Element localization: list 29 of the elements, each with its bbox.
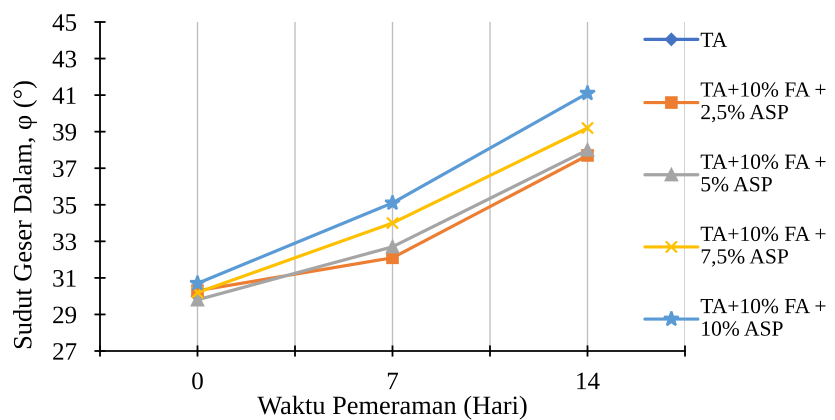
point [579, 84, 596, 101]
y-tick-label: 41 [52, 87, 76, 104]
y-tick-label: 43 [52, 50, 76, 68]
point [580, 143, 594, 157]
point [189, 274, 206, 291]
y-axis-title: Sudut Geser Dalam, φ (°) [13, 81, 37, 348]
y-tick-label: 39 [53, 124, 76, 141]
legend-label: TA+10% FA + 10% ASP [700, 298, 826, 336]
y-tick-label: 31 [53, 270, 76, 287]
point [386, 240, 400, 254]
y-tick-label: 45 [52, 14, 76, 31]
y-tick-label: 27 [53, 343, 76, 360]
x-tick-label: 0 [192, 372, 203, 390]
point [190, 293, 204, 306]
y-tick-label: 35 [53, 196, 76, 214]
legend-label: TA+10% FA + 2,5% ASP [700, 82, 826, 122]
legend-label: TA+10% FA + 5% ASP [700, 154, 826, 192]
y-tick-label: 33 [53, 233, 76, 250]
legend-label: TA [700, 32, 728, 47]
y-tick-label: 37 [53, 160, 76, 178]
point [580, 121, 594, 135]
x-tick-label: 7 [388, 372, 398, 390]
point [386, 216, 400, 230]
legend-label: TA+10% FA + 7,5% ASP [700, 226, 826, 267]
x-axis-title: Waktu Pemeraman (Hari) [257, 396, 527, 420]
point [384, 194, 401, 210]
x-tick-label: 14 [577, 372, 600, 390]
y-tick-label: 29 [53, 306, 76, 324]
point [190, 286, 204, 300]
